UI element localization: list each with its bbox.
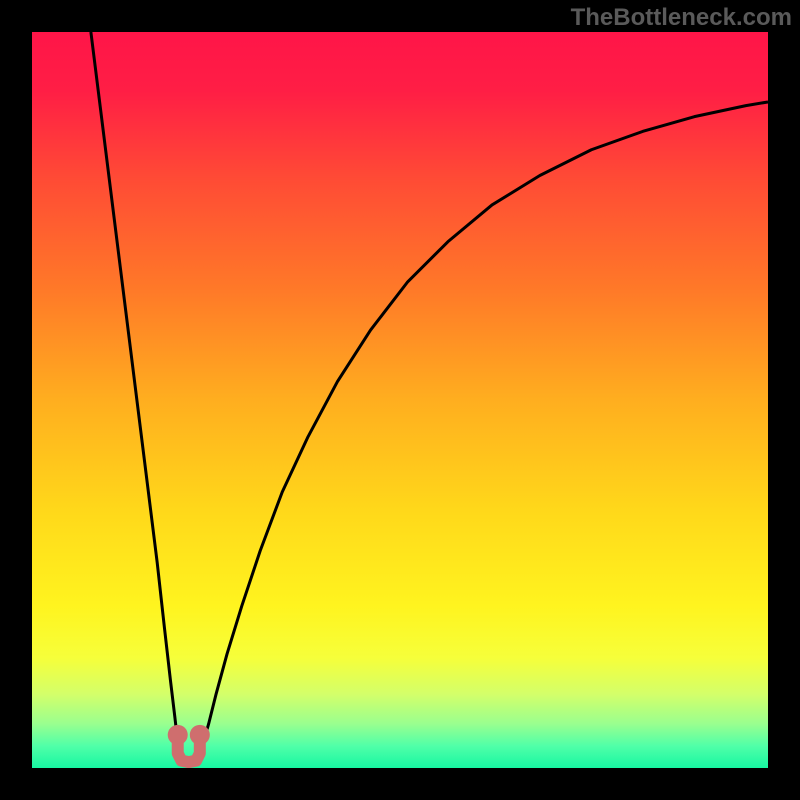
- gradient-background: [32, 32, 768, 768]
- watermark-text: TheBottleneck.com: [571, 4, 792, 32]
- trough-marker-endcap: [168, 725, 188, 745]
- plot-area: [32, 32, 768, 768]
- chart-container: TheBottleneck.com: [0, 0, 800, 800]
- trough-marker-endcap: [190, 725, 210, 745]
